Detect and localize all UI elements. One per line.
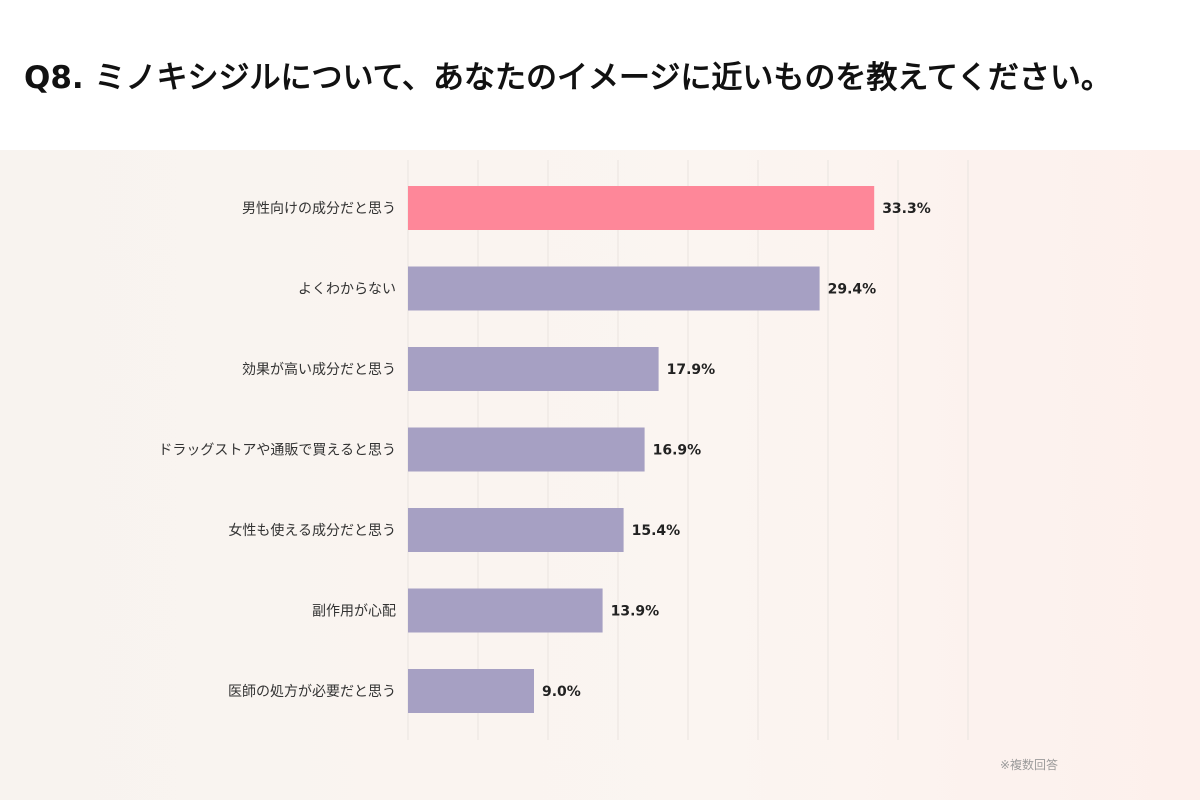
bar-4 — [408, 427, 645, 472]
category-label: 効果が高い成分だと思う — [242, 361, 396, 378]
value-label: 33.3% — [882, 201, 931, 217]
category-label: ドラッグストアや通販で買えると思う — [158, 443, 396, 459]
value-label: 15.4% — [632, 523, 681, 539]
category-label: 副作用が心配 — [312, 604, 396, 620]
category-label: よくわからない — [298, 282, 396, 298]
value-label: 16.9% — [653, 443, 702, 459]
multiple-answer-note: ※複数回答 — [1000, 758, 1059, 772]
bar-6 — [408, 588, 603, 633]
bar-7 — [408, 669, 534, 713]
bar-1 — [408, 186, 875, 230]
bar-chart: 男性向けの成分だと思う 33.3% よくわからない 29.4% 効果が高い成分だと思う 1… — [158, 160, 969, 740]
bar-3 — [408, 347, 659, 391]
value-label: 13.9% — [611, 604, 660, 620]
question-title: Q8. ミノキシジルについて、あなたのイメージに近いものを教えてください。 — [24, 60, 1112, 96]
category-label: 女性も使える成分だと思う — [228, 522, 396, 539]
chart-panel: 男性向けの成分だと思う 33.3% よくわからない 29.4% 効果が高い成分だと思う 1… — [0, 150, 1200, 800]
category-label: 医師の処方が必要だと思う — [228, 684, 396, 700]
value-label: 29.4% — [828, 282, 877, 298]
value-label: 17.9% — [667, 362, 716, 378]
bar-5 — [408, 508, 624, 552]
bar-2 — [408, 266, 820, 311]
value-label: 9.0% — [542, 684, 581, 700]
category-label: 男性向けの成分だと思う — [242, 201, 396, 217]
